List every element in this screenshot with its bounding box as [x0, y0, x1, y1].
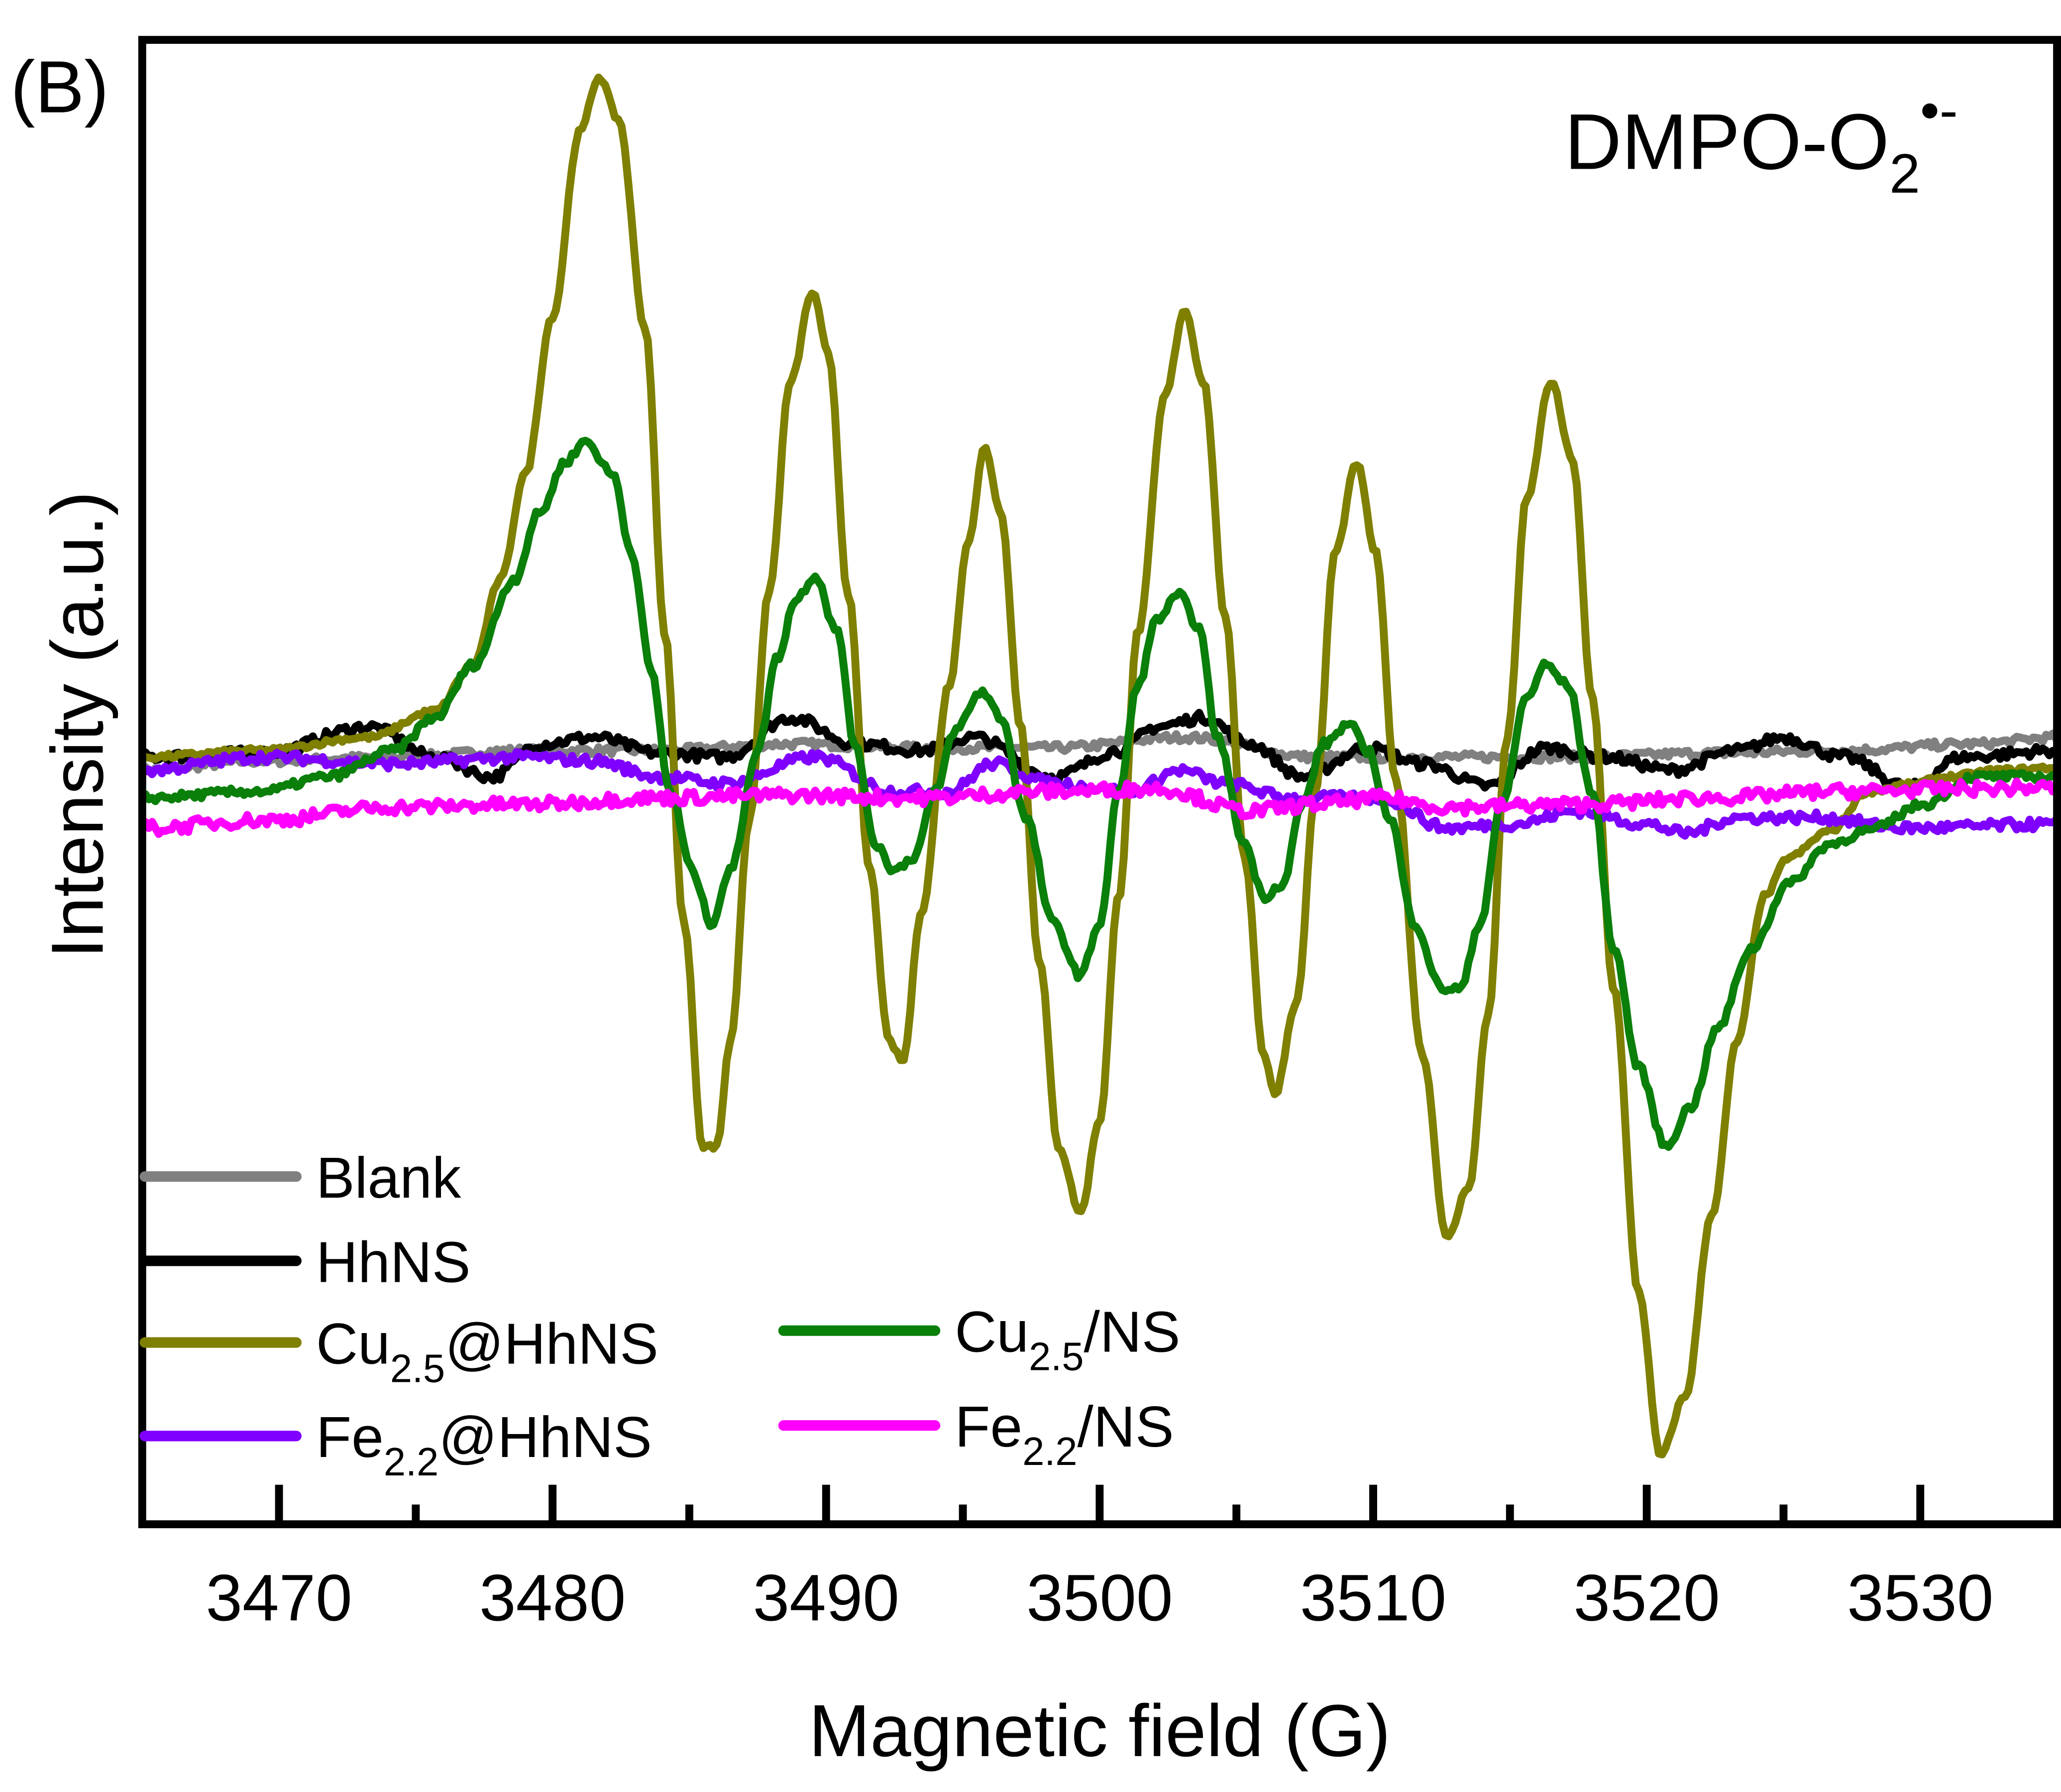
x-tick-label: 3470: [206, 1561, 352, 1635]
x-tick-label: 3520: [1573, 1561, 1720, 1635]
legend-entry: Cu2.5/NS: [778, 1300, 1181, 1379]
legend-entry: Blank: [139, 1145, 461, 1210]
x-tick-label: 3530: [1847, 1561, 1993, 1635]
legend-entry: Fe2.2/NS: [778, 1394, 1174, 1473]
y-axis-title: Intensity (a.u.): [36, 491, 118, 959]
x-tick-label: 3500: [1026, 1561, 1173, 1635]
legend-label: Fe2.2/NS: [955, 1394, 1174, 1473]
annotation-sub: 2: [1889, 142, 1920, 205]
annotation-main: DMPO-O: [1564, 97, 1889, 186]
legend-entry: Cu2.5@HhNS: [139, 1311, 658, 1390]
legend-label: HhNS: [316, 1230, 471, 1294]
legend-label: Cu2.5@HhNS: [316, 1311, 658, 1390]
series-line-4: [141, 437, 2059, 1151]
annotation-label: DMPO-O2•-: [1564, 79, 1957, 205]
x-tick-label: 3490: [753, 1561, 899, 1635]
legend-label: Cu2.5/NS: [955, 1300, 1180, 1379]
ticks-layer: 3470 3480 3490 3500 3510 3520 3530: [206, 1484, 1993, 1635]
annotation-sup: •-: [1920, 79, 1958, 141]
panel-label: (B): [10, 46, 109, 128]
series-line-5: [138, 778, 2060, 838]
legend-entry: Fe2.2@HhNS: [139, 1405, 652, 1484]
x-axis-title: Magnetic field (G): [809, 1690, 1391, 1772]
series-layer: [138, 73, 2060, 1458]
x-tick-label: 3480: [479, 1561, 626, 1635]
legend: Blank HhNS Cu2.5@HhNS Fe2.2@HhNS Cu2.5/NS Fe2…: [139, 1145, 1181, 1484]
series-line-0: [138, 729, 2060, 777]
legend-label: Blank: [316, 1145, 461, 1210]
legend-entry: HhNS: [139, 1230, 471, 1294]
x-tick-label: 3510: [1300, 1561, 1446, 1635]
plot-frame: [138, 36, 2061, 1529]
legend-label: Fe2.2@HhNS: [316, 1405, 652, 1484]
